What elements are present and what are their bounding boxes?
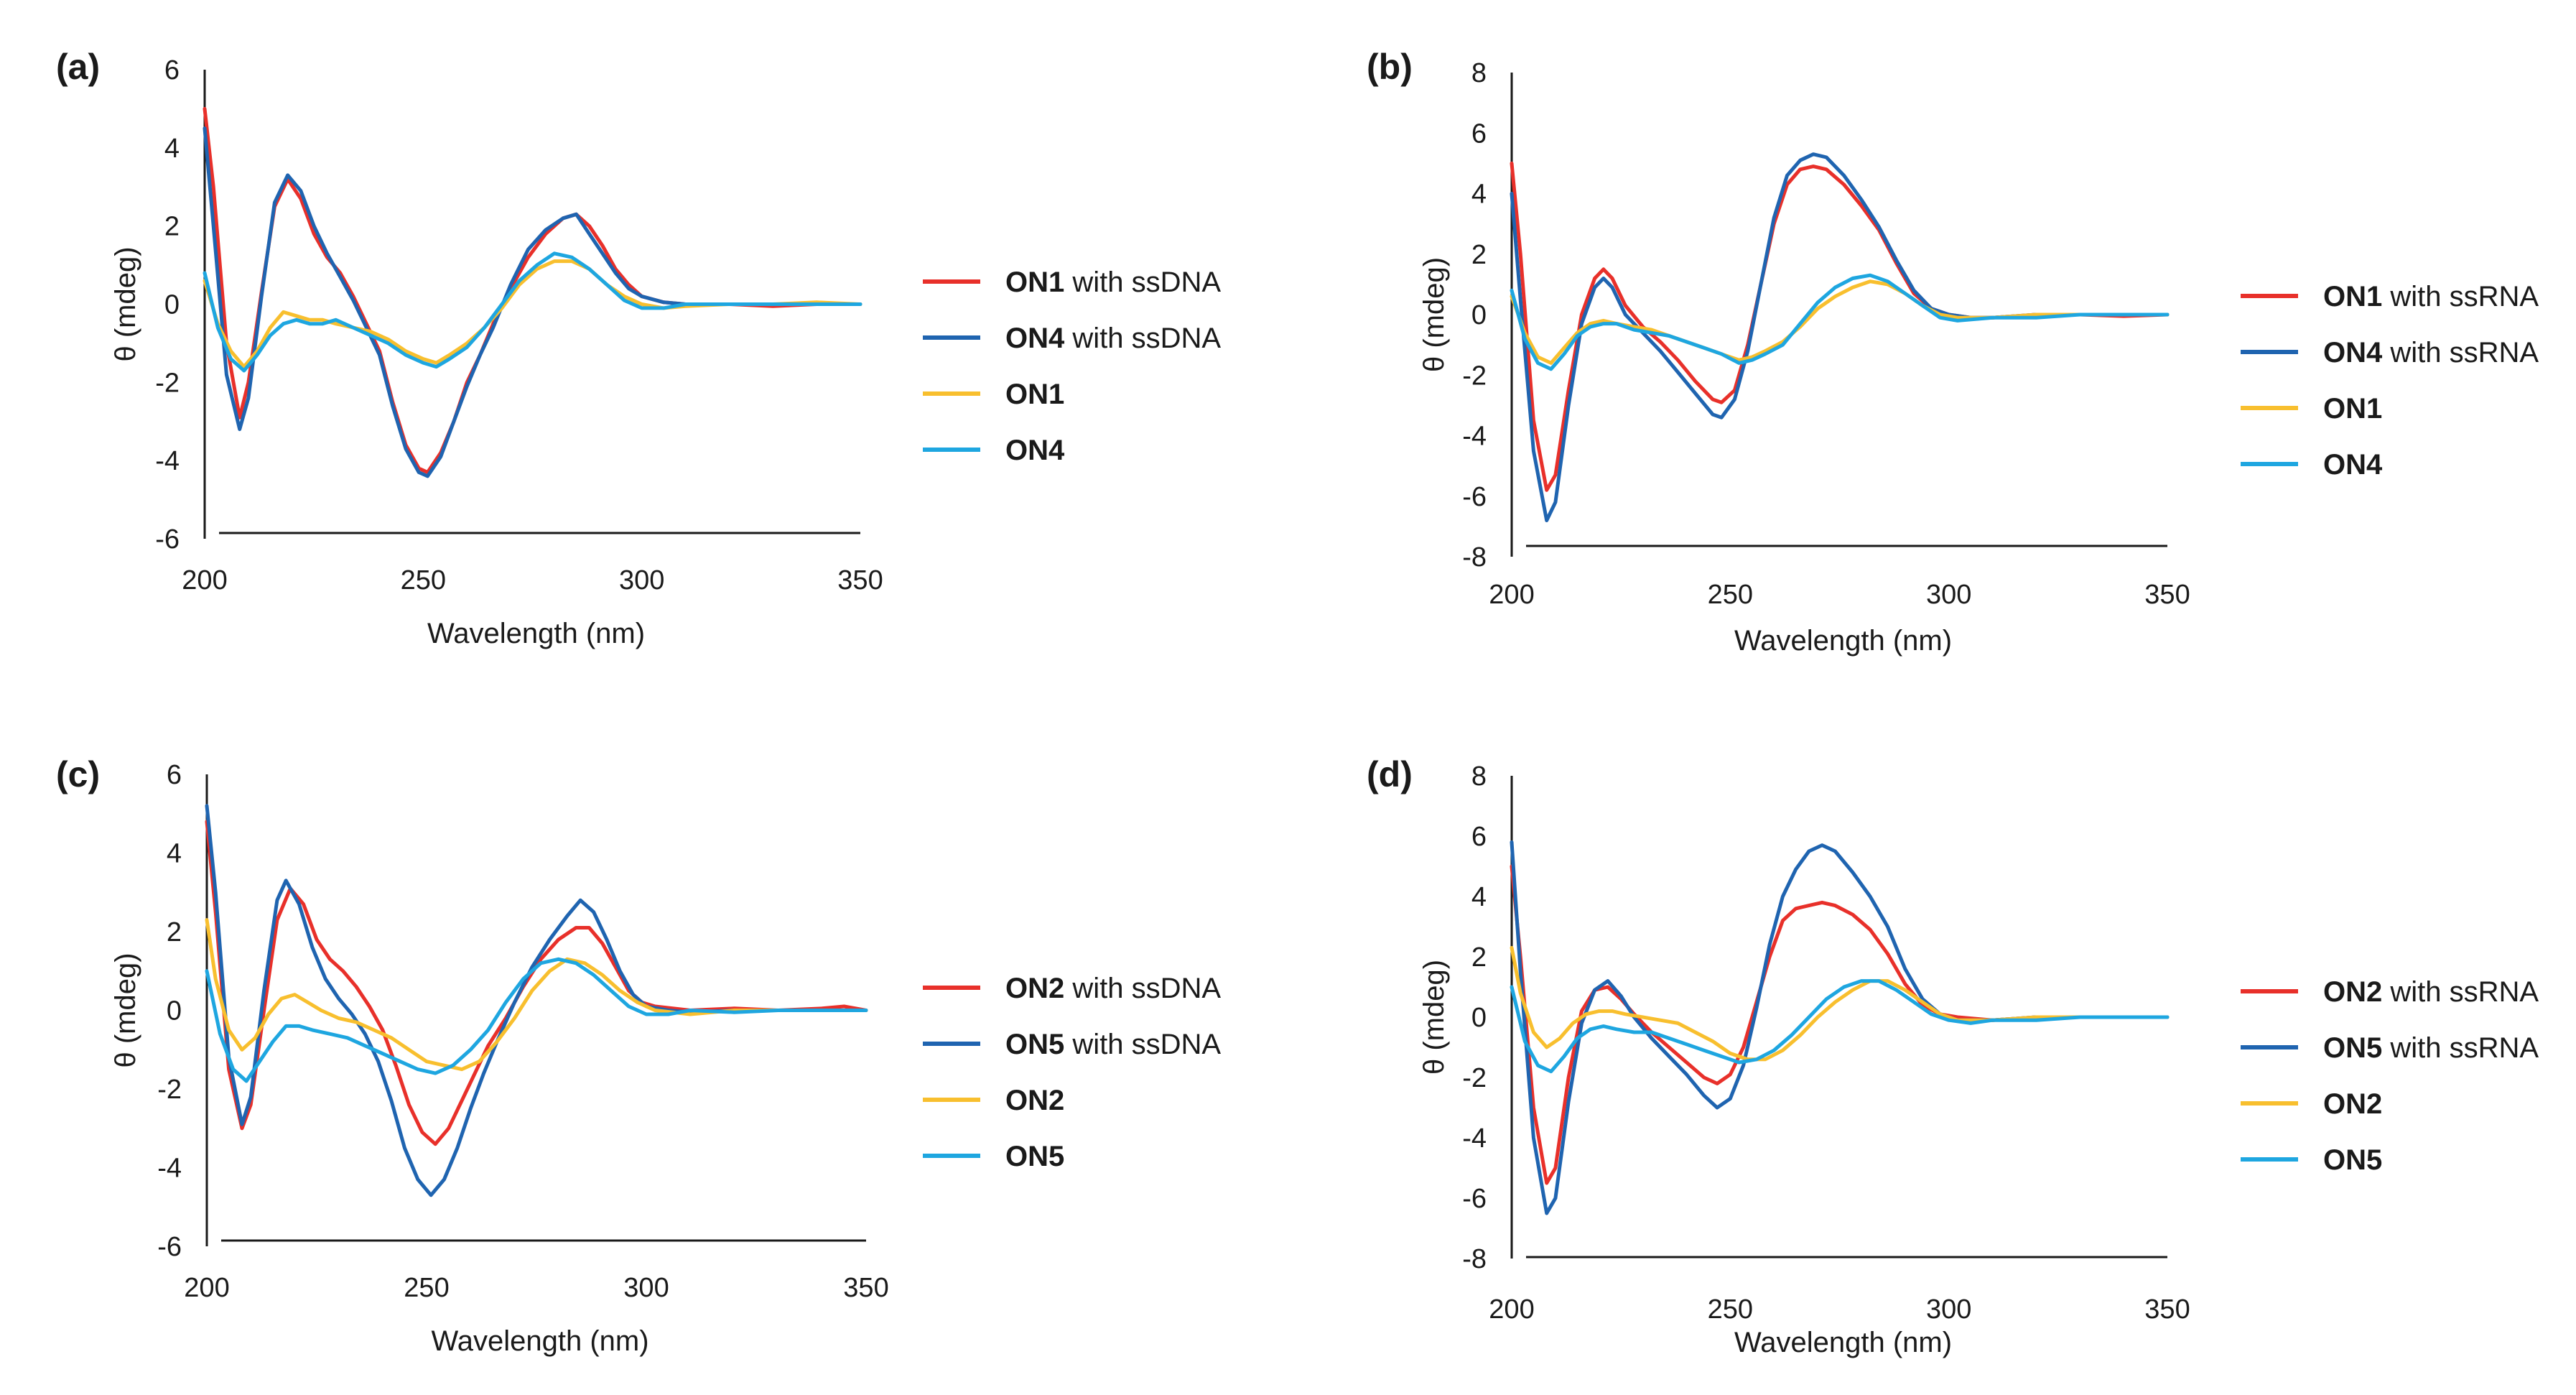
series-line-on2-with-ssrna (1510, 864, 2170, 1185)
x-tick-label: 300 (623, 1273, 669, 1303)
y-tick-label: -4 (155, 446, 180, 476)
y-tick-label: -2 (155, 368, 180, 398)
y-tick-label: 0 (1471, 1003, 1487, 1033)
y-tick-label: -6 (155, 524, 180, 555)
legend-label: ON2 with ssDNA (1005, 973, 1221, 1004)
series-line-on5 (205, 957, 868, 1083)
y-tick-label: 2 (1471, 942, 1487, 973)
legend-label: ON5 with ssRNA (2323, 1032, 2539, 1064)
panel-label: (d) (1367, 754, 1413, 794)
legend-label: ON5 (1005, 1141, 1064, 1172)
y-tick-label: 2 (164, 212, 180, 242)
x-axis-title: Wavelength (nm) (427, 618, 645, 649)
legend-label: ON2 with ssRNA (2323, 976, 2539, 1008)
y-tick-label: 4 (164, 134, 180, 164)
series-line-on1-with-ssrna (1510, 161, 2170, 492)
x-tick-label: 250 (1708, 1294, 1753, 1325)
x-tick-label: 250 (404, 1273, 449, 1303)
y-tick-label: 6 (1471, 119, 1487, 149)
y-tick-label: 4 (1471, 882, 1487, 912)
legend-label: ON5 with ssDNA (1005, 1029, 1221, 1060)
y-axis-title: θ (mdeg) (1418, 257, 1450, 372)
x-axis-title: Wavelength (nm) (431, 1325, 648, 1357)
y-tick-label: -8 (1462, 542, 1487, 573)
x-tick-label: 200 (182, 565, 227, 595)
y-tick-label: 6 (167, 760, 182, 790)
x-axis-title: Wavelength (nm) (1734, 1327, 1952, 1358)
panel-label: (a) (56, 47, 100, 87)
series-line-on4 (1510, 273, 2170, 371)
x-tick-label: 250 (1708, 580, 1753, 610)
series-line-on1 (203, 259, 862, 369)
legend-label: ON2 (1005, 1085, 1064, 1116)
y-tick-label: -2 (1462, 1063, 1487, 1093)
y-tick-label: -4 (1462, 1123, 1487, 1154)
x-tick-label: 300 (619, 565, 664, 595)
y-tick-label: 6 (164, 55, 180, 85)
y-tick-label: 4 (1471, 180, 1487, 210)
series-line-on2 (1510, 945, 2170, 1062)
x-tick-label: 250 (401, 565, 446, 595)
x-tick-label: 350 (843, 1273, 888, 1303)
y-tick-label: 8 (1471, 761, 1487, 792)
y-tick-label: -6 (1462, 1184, 1487, 1214)
legend-label: ON4 with ssDNA (1005, 323, 1221, 354)
y-tick-label: -4 (1462, 422, 1487, 452)
legend-label: ON1 (1005, 379, 1064, 410)
y-tick-label: -6 (1462, 482, 1487, 512)
legend-label: ON4 (1005, 435, 1065, 466)
panel-label: (c) (56, 754, 100, 794)
x-tick-label: 200 (184, 1273, 229, 1303)
legend-label: ON2 (2323, 1088, 2382, 1120)
legend-label: ON4 with ssRNA (2323, 337, 2539, 369)
series-line-on2 (205, 918, 868, 1072)
y-tick-label: 0 (1471, 300, 1487, 330)
x-tick-label: 200 (1489, 1294, 1534, 1325)
y-tick-label: -8 (1462, 1244, 1487, 1274)
x-tick-label: 350 (2144, 1294, 2190, 1325)
y-tick-label: 4 (167, 839, 182, 869)
y-tick-label: 2 (167, 917, 182, 947)
y-tick-label: -2 (157, 1075, 182, 1105)
x-axis-title: Wavelength (nm) (1734, 625, 1952, 657)
y-tick-label: -2 (1462, 361, 1487, 391)
y-axis-title: θ (mdeg) (110, 953, 141, 1067)
legend-label: ON1 (2323, 393, 2382, 425)
series-line-on1 (1510, 279, 2170, 365)
panel-label: (b) (1367, 47, 1413, 87)
y-tick-label: 8 (1471, 58, 1487, 88)
y-tick-label: -6 (157, 1232, 182, 1262)
legend-label: ON1 with ssDNA (1005, 267, 1221, 298)
y-axis-title: θ (mdeg) (1418, 960, 1450, 1075)
legend-label: ON4 (2323, 449, 2383, 481)
y-tick-label: 2 (1471, 240, 1487, 270)
series-line-on1-with-ssdna (203, 106, 862, 474)
y-tick-label: 6 (1471, 822, 1487, 852)
x-tick-label: 350 (837, 565, 883, 595)
legend-label: ON5 (2323, 1144, 2382, 1176)
y-tick-label: 0 (167, 996, 182, 1026)
x-tick-label: 200 (1489, 580, 1534, 610)
series-line-on4-with-ssdna (203, 126, 862, 478)
legend-label: ON1 with ssRNA (2323, 281, 2539, 312)
x-tick-label: 300 (1926, 580, 1971, 610)
x-tick-label: 300 (1926, 1294, 1971, 1325)
series-line-on5 (1510, 979, 2170, 1074)
series-line-on2-with-ssdna (205, 820, 868, 1146)
x-tick-label: 350 (2144, 580, 2190, 610)
series-line-on4-with-ssrna (1510, 152, 2170, 522)
y-tick-label: -4 (157, 1154, 182, 1184)
y-tick-label: 0 (164, 290, 180, 320)
y-axis-title: θ (mdeg) (110, 246, 141, 361)
series-line-on4 (203, 251, 862, 373)
series-line-on5-with-ssdna (205, 804, 868, 1197)
